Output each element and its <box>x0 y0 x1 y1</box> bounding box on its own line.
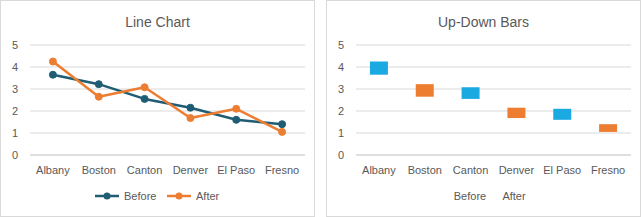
y-tick-label: 2 <box>12 105 18 117</box>
updown-bar <box>370 62 388 75</box>
grid-line <box>356 133 631 134</box>
series-marker <box>95 81 102 88</box>
y-tick-label: 1 <box>12 127 18 139</box>
plot-area <box>49 58 285 135</box>
updown-bar <box>599 124 617 132</box>
x-tick-label: Canton <box>127 164 162 176</box>
grid-line <box>356 89 631 90</box>
series-marker <box>49 58 56 65</box>
series-line <box>53 75 282 125</box>
x-tick-label: Fresno <box>265 164 299 176</box>
chart-title: Up-Down Bars <box>438 14 529 30</box>
y-tick-label: 5 <box>12 39 18 51</box>
y-tick-label: 5 <box>338 39 344 51</box>
panel-border <box>1 1 315 217</box>
x-tick-label: Denver <box>499 164 535 176</box>
series-line <box>53 62 282 132</box>
updown-bar <box>416 84 434 97</box>
canvas: Line Chart 0 1 2 3 4 5 Albany Boston Canton Denver… <box>0 0 641 217</box>
x-tick-label: Boston <box>82 164 116 176</box>
plot-area <box>370 62 617 132</box>
x-tick-label: Albany <box>362 164 396 176</box>
grid-line <box>30 67 305 68</box>
series-marker <box>49 71 56 78</box>
y-tick-label: 4 <box>12 61 18 73</box>
chart-panel: Line Chart 0 1 2 3 4 5 Albany Boston Canton Denver… <box>1 1 315 217</box>
series-marker <box>233 116 240 123</box>
series-marker <box>279 128 286 135</box>
series-marker <box>279 121 286 128</box>
grid-line <box>356 67 631 68</box>
y-tick-label: 3 <box>338 83 344 95</box>
updown-bar <box>553 109 571 120</box>
x-tick-label: El Paso <box>543 164 581 176</box>
grid-line <box>356 111 631 112</box>
series-marker <box>187 104 194 111</box>
grid-line <box>30 133 305 134</box>
grid-line <box>30 45 305 46</box>
series-marker <box>95 93 102 100</box>
updown-bar <box>462 87 480 99</box>
legend-label: Before <box>124 190 156 202</box>
series-marker <box>233 105 240 112</box>
x-tick-label: Albany <box>36 164 70 176</box>
chart-title: Line Chart <box>125 14 190 30</box>
legend-label: After <box>502 190 526 202</box>
series-marker <box>141 84 148 91</box>
y-tick-label: 0 <box>338 149 344 161</box>
x-tick-label: Fresno <box>591 164 625 176</box>
legend-marker <box>104 193 111 200</box>
updown-bar <box>507 108 525 118</box>
y-tick-label: 2 <box>338 105 344 117</box>
legend-marker <box>176 193 183 200</box>
legend-label: After <box>196 190 220 202</box>
legend-label: Before <box>454 190 486 202</box>
grid-line <box>356 45 631 46</box>
series-marker <box>141 95 148 102</box>
grid-line <box>30 89 305 90</box>
grid-line <box>356 155 631 156</box>
chart-panel: Up-Down Bars 0 1 2 3 4 5 Albany Boston Canton Denv… <box>327 1 641 217</box>
grid-line <box>30 155 305 156</box>
x-tick-label: Boston <box>408 164 442 176</box>
x-tick-label: Denver <box>173 164 209 176</box>
series-marker <box>187 115 194 122</box>
y-tick-label: 3 <box>12 83 18 95</box>
x-tick-label: Canton <box>453 164 488 176</box>
y-tick-label: 0 <box>12 149 18 161</box>
y-tick-label: 4 <box>338 61 344 73</box>
y-tick-label: 1 <box>338 127 344 139</box>
x-tick-label: El Paso <box>217 164 255 176</box>
grid-line <box>30 111 305 112</box>
panel-border <box>327 1 641 217</box>
